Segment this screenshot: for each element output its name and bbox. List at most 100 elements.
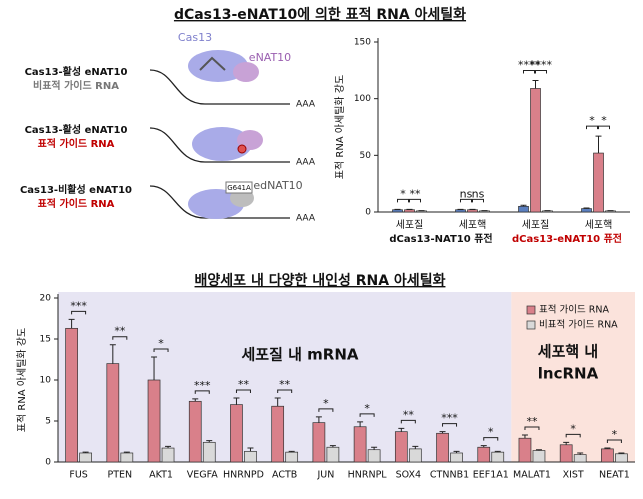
significance-label: ** xyxy=(279,378,291,391)
bar xyxy=(285,451,299,463)
bar xyxy=(353,426,367,463)
bar xyxy=(188,400,202,463)
error-bar xyxy=(82,451,89,453)
significance-label: * xyxy=(400,187,406,200)
y-tick-label: 0 xyxy=(45,458,51,468)
error-bar xyxy=(288,450,295,453)
x-tick-label: HNRNPD xyxy=(223,470,264,481)
significance-bracket xyxy=(606,439,622,444)
proteins xyxy=(188,50,263,219)
y-tick-label: 0 xyxy=(365,208,371,218)
error-bar xyxy=(618,452,625,454)
bar xyxy=(601,448,614,463)
significance-bracket xyxy=(409,198,421,203)
bar xyxy=(312,422,326,463)
bar xyxy=(392,209,403,213)
error-bar xyxy=(151,356,158,380)
significance-label: *** xyxy=(441,412,458,425)
mutation-label: G641A xyxy=(227,184,251,192)
significance-label: * xyxy=(570,422,576,435)
bar xyxy=(404,209,415,213)
error-bar xyxy=(439,431,446,434)
error-bar xyxy=(109,344,116,364)
significance-bracket xyxy=(565,433,581,438)
rna-line xyxy=(149,127,290,163)
x-tick-label: JUN xyxy=(316,470,334,481)
chart-title: 배양세포 내 다양한 내인성 RNA 아세틸화 xyxy=(195,272,446,289)
bar xyxy=(202,441,216,463)
significance-bracket xyxy=(523,70,535,74)
guide-rna xyxy=(199,56,226,71)
bar xyxy=(491,451,505,463)
x-tick-label: PTEN xyxy=(108,470,133,481)
acetyl-mark xyxy=(237,144,247,154)
diagram xyxy=(149,69,290,219)
rna-line xyxy=(149,69,290,105)
bar xyxy=(106,363,120,463)
bar xyxy=(271,405,285,463)
error-bar xyxy=(165,445,172,449)
error-bar xyxy=(329,445,336,448)
significance-bracket xyxy=(397,198,409,203)
cas13-protein xyxy=(188,50,248,82)
significance-bracket xyxy=(535,70,547,74)
x-tick-label: SOX4 xyxy=(396,470,421,481)
y-axis-label: 표적 RNA 아세틸화 강도 xyxy=(15,328,28,432)
bar xyxy=(455,209,466,213)
x-tick-label: ACTB xyxy=(272,470,297,481)
bar xyxy=(467,209,478,213)
ednat10-label: edNAT10 xyxy=(253,179,302,192)
error-bar xyxy=(604,447,611,449)
figure-title: dCas13-eNAT10에 의한 표적 RNA 아세틸화 xyxy=(174,6,466,23)
group-label: dCas13-NAT10 퓨전 xyxy=(389,232,492,245)
polya-label: AAA xyxy=(296,158,316,168)
polya-label: AAA xyxy=(296,214,316,224)
significance-label: * xyxy=(488,426,494,439)
construct-label: Cas13-활성 eNAT10 xyxy=(25,65,128,78)
significance-bracket xyxy=(400,419,416,424)
legend-label: 표적 가이드 RNA xyxy=(539,304,609,316)
x-tick-label: 세포핵 xyxy=(459,219,487,231)
error-bar xyxy=(583,207,590,209)
error-bar xyxy=(563,441,570,445)
significance-label: ** xyxy=(403,408,415,421)
bar xyxy=(120,452,134,463)
error-bar xyxy=(371,446,378,450)
significance-bracket xyxy=(524,426,540,430)
rna-line xyxy=(149,185,290,219)
x-tick-label: CTNNB1 xyxy=(430,470,469,481)
bar xyxy=(367,449,381,463)
bar xyxy=(230,404,243,463)
significance-label: * xyxy=(612,428,618,441)
legend-swatch xyxy=(526,320,536,330)
x-tick-label: EEF1A1 xyxy=(473,470,509,481)
x-tick-label: MALAT1 xyxy=(513,470,551,481)
significance-label: ** xyxy=(238,378,250,391)
significance-bracket xyxy=(277,389,293,394)
error-bar xyxy=(192,398,199,402)
y-tick-label: 100 xyxy=(354,94,371,104)
significance-label: * xyxy=(364,402,370,415)
x-tick-label: HNRNPL xyxy=(348,470,388,481)
error-bar xyxy=(412,445,419,449)
cas13-protein xyxy=(192,127,252,161)
significance-label: * xyxy=(589,114,595,127)
bar xyxy=(65,327,78,463)
y-tick-label: 5 xyxy=(45,417,51,427)
bar xyxy=(79,452,92,463)
bar xyxy=(450,452,463,463)
significance-bracket xyxy=(194,390,210,394)
error-bar xyxy=(480,445,487,448)
significance-label: ns xyxy=(460,187,473,200)
bar xyxy=(394,431,408,463)
x-tick-label: 세포질 xyxy=(522,219,550,231)
significance-label: ** xyxy=(114,325,126,338)
mutation-box xyxy=(225,181,253,194)
significance-label: * xyxy=(158,337,164,350)
significance-label: ** xyxy=(526,415,538,428)
enat10-protein xyxy=(233,62,259,82)
enat10-label: eNAT10 xyxy=(249,51,291,64)
group-label: dCas13-eNAT10 퓨전 xyxy=(512,232,622,245)
region-label: lncRNA xyxy=(538,365,599,383)
x-tick-label: 세포질 xyxy=(396,219,424,231)
